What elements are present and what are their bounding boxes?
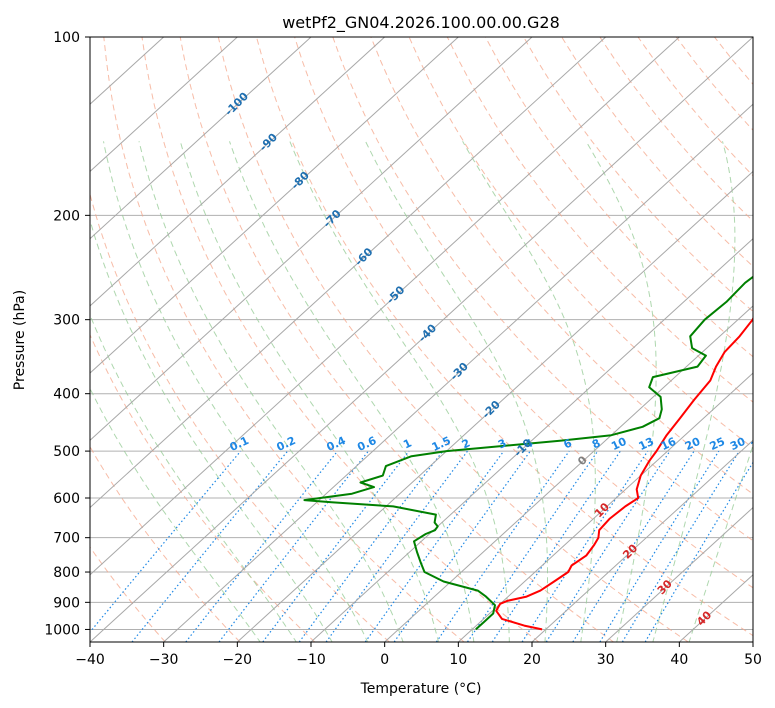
y-tick-label: 800 [53, 565, 80, 581]
y-tick-label: 300 [53, 313, 80, 329]
dry-adiabat [90, 546, 166, 642]
x-tick-label: 20 [523, 652, 541, 668]
background-lines [90, 37, 753, 642]
temperature-line [495, 316, 753, 631]
x-tick-label: −40 [75, 652, 105, 668]
mixing-ratio-label: 30 [728, 435, 748, 453]
moist-adiabat [462, 141, 596, 642]
isotherm [384, 305, 753, 642]
axes: −40 −30 −20 −10 0 10 20 30 40 50 1000 900 800 700 600 5… [44, 30, 762, 668]
isotherm [90, 37, 680, 576]
dry-adiabat [332, 37, 753, 542]
isotherm [90, 37, 312, 240]
moist-adiabat [138, 141, 404, 642]
mixing-ratio-label: 16 [659, 435, 679, 453]
y-axis-label: Pressure (hPa) [12, 290, 28, 390]
dry-adiabat [446, 37, 753, 403]
isotherm [90, 37, 386, 307]
isotherm [605, 506, 753, 642]
x-tick-label: −10 [296, 652, 326, 668]
isotherm [90, 37, 753, 642]
x-axis-label: Temperature (°C) [360, 681, 482, 697]
y-tick-label: 200 [53, 208, 80, 224]
isotherm [236, 170, 753, 642]
isotherm [310, 237, 753, 642]
mixing-ratio-line [466, 450, 599, 642]
moist-adiabat [585, 141, 657, 642]
isotherm [90, 37, 533, 442]
dry-adiabat [294, 37, 753, 589]
dewpoint-line [303, 275, 753, 631]
y-tick-label: 100 [53, 30, 80, 46]
x-tick-label: 0 [380, 652, 389, 668]
profile-lines [303, 275, 753, 631]
mixing-ratio-line [545, 450, 671, 642]
moist-adiabat [688, 443, 753, 642]
moist-adiabat [289, 141, 510, 642]
mixing-ratio-label: 20 [683, 435, 703, 453]
mixing-ratio-line [621, 450, 740, 642]
mixing-ratio-line [90, 450, 242, 633]
dry-adiabat [370, 37, 753, 495]
mixing-ratio-line [491, 450, 621, 642]
y-tick-label: 600 [53, 491, 80, 507]
isotherm [531, 439, 753, 642]
mixing-ratio-label: 13 [637, 435, 656, 453]
moist-adiabat [229, 141, 475, 642]
x-tick-label: 30 [597, 652, 615, 668]
isotherm [90, 37, 607, 509]
x-tick-label: 40 [670, 652, 688, 668]
dry-adiabat [90, 192, 390, 642]
mixing-ratio-line [185, 450, 339, 642]
dry-adiabat [141, 37, 540, 642]
isotherm [457, 372, 753, 642]
y-tick-label: 900 [53, 595, 80, 611]
mixing-ratio-line [325, 450, 468, 642]
mixing-ratio-label: 25 [708, 435, 727, 453]
y-tick-label: 400 [53, 387, 80, 403]
isotherm [90, 37, 459, 374]
plot-frame [89, 36, 754, 643]
dry-adiabat [103, 37, 465, 642]
chart-title: wetPf2_GN04.2026.100.00.00.G28 [282, 13, 560, 33]
moist-adiabat [103, 141, 369, 642]
x-tick-label: 50 [744, 652, 762, 668]
mixing-ratio-line [131, 450, 289, 642]
mixing-ratio-line [262, 450, 410, 642]
isotherm [163, 103, 753, 642]
moist-adiabat [365, 141, 548, 642]
x-tick-label: 10 [449, 652, 467, 668]
moist-adiabat [90, 313, 297, 642]
moist-adiabat [90, 218, 333, 642]
dry-adiabat [484, 37, 753, 358]
mixing-ratio-line [435, 450, 570, 642]
dry-adiabat [217, 37, 689, 642]
mixing-ratio-label: 36 [749, 435, 769, 453]
x-tick-label: −20 [223, 652, 253, 668]
mixing-ratio-line [298, 450, 444, 642]
moist-adiabat [652, 141, 736, 642]
dry-adiabat [523, 37, 753, 313]
dry-adiabat [179, 37, 614, 642]
y-tick-label: 700 [53, 531, 80, 547]
mixing-ratio-label: 10 [609, 435, 629, 453]
dry-adiabat [408, 37, 753, 449]
isotherm [90, 37, 238, 173]
mixing-ratio-line [572, 450, 695, 642]
y-tick-label: 1000 [44, 622, 80, 638]
y-tick-label: 500 [53, 444, 80, 460]
dry-adiabat [256, 37, 753, 637]
x-tick-label: −30 [149, 652, 179, 668]
